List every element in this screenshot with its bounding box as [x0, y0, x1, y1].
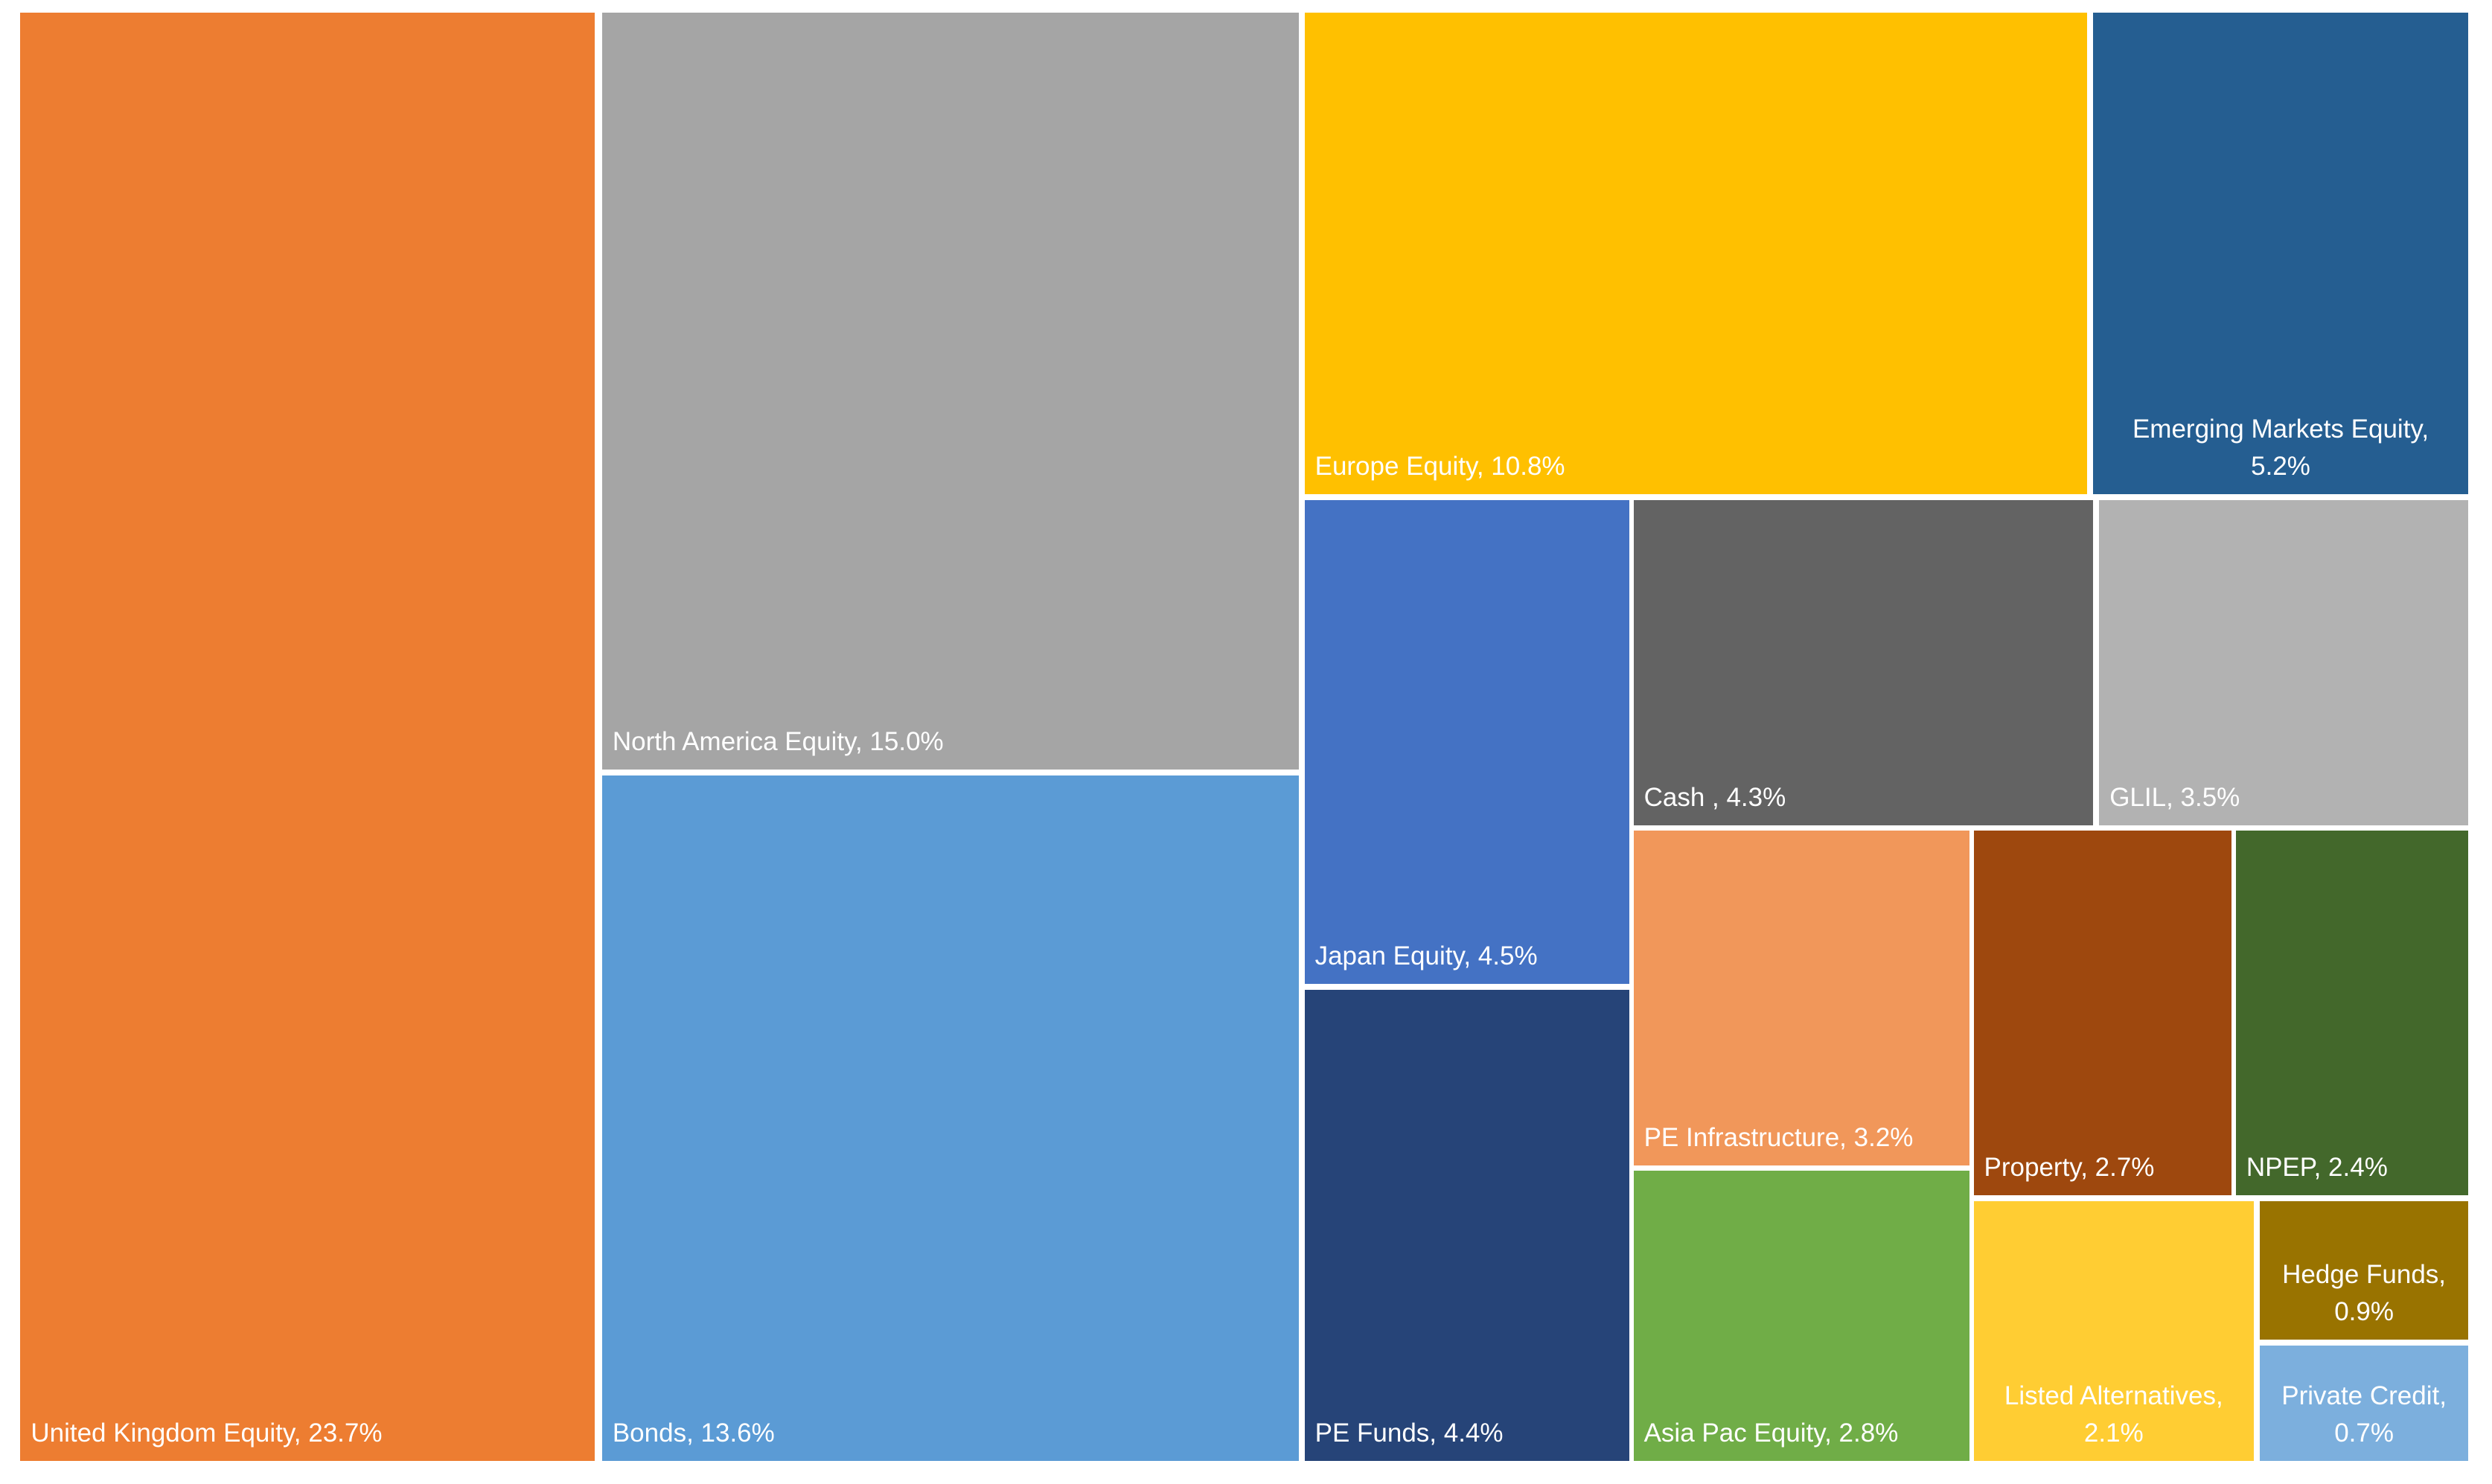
- treemap-tile-listed-alternatives: Listed Alternatives, 2.1%: [1969, 1196, 2259, 1465]
- treemap-tile-emerging-markets-equity: Emerging Markets Equity, 5.2%: [2088, 7, 2473, 499]
- treemap-tile-united-kingdom-equity: United Kingdom Equity, 23.7%: [16, 7, 599, 1465]
- treemap-tile-label: Emerging Markets Equity, 5.2%: [2132, 415, 2429, 482]
- treemap-tile-label: PE Funds, 4.4%: [1314, 1418, 1504, 1448]
- treemap-tile-japan-equity: Japan Equity, 4.5%: [1300, 496, 1634, 989]
- treemap-tile-label: NPEP, 2.4%: [2246, 1153, 2388, 1183]
- treemap-tile-glil: GLIL, 3.5%: [2095, 496, 2473, 830]
- treemap-tile-label: Europe Equity, 10.8%: [1314, 452, 1565, 482]
- treemap-tile-label: Hedge Funds, 0.9%: [2282, 1260, 2447, 1327]
- treemap-tile-cash: Cash , 4.3%: [1629, 496, 2098, 830]
- treemap-tile-label: Listed Alternatives, 2.1%: [2004, 1381, 2223, 1448]
- treemap-tile-label: North America Equity, 15.0%: [612, 726, 944, 756]
- treemap-tile-private-credit: Private Credit, 0.7%: [2255, 1341, 2473, 1465]
- treemap-tile-pe-funds: PE Funds, 4.4%: [1300, 985, 1634, 1465]
- treemap-tile-property: Property, 2.7%: [1969, 826, 2237, 1200]
- treemap-tile-bonds: Bonds, 13.6%: [597, 770, 1303, 1465]
- treemap-tile-label: Cash , 4.3%: [1643, 782, 1786, 812]
- treemap-tile-label: Japan Equity, 4.5%: [1314, 941, 1538, 971]
- treemap-tile-hedge-funds: Hedge Funds, 0.9%: [2255, 1196, 2473, 1345]
- treemap-tile-pe-infrastructure: PE Infrastructure, 3.2%: [1629, 826, 1974, 1170]
- treemap-tile-label: Bonds, 13.6%: [612, 1418, 775, 1448]
- treemap-tile-asia-pac-equity: Asia Pac Equity, 2.8%: [1629, 1166, 1974, 1465]
- treemap-tile-label: Property, 2.7%: [1984, 1153, 2155, 1183]
- treemap-tile-label: PE Infrastructure, 3.2%: [1643, 1122, 1914, 1152]
- treemap-tile-npep: NPEP, 2.4%: [2231, 826, 2473, 1200]
- treemap-tile-europe-equity: Europe Equity, 10.8%: [1300, 7, 2092, 499]
- treemap-tile-north-america-equity: North America Equity, 15.0%: [597, 7, 1303, 774]
- treemap-tile-label: Asia Pac Equity, 2.8%: [1643, 1418, 1899, 1448]
- treemap-tile-label: GLIL, 3.5%: [2109, 782, 2240, 812]
- treemap-tile-label: Private Credit, 0.7%: [2281, 1381, 2447, 1448]
- treemap-tile-label: United Kingdom Equity, 23.7%: [31, 1418, 383, 1448]
